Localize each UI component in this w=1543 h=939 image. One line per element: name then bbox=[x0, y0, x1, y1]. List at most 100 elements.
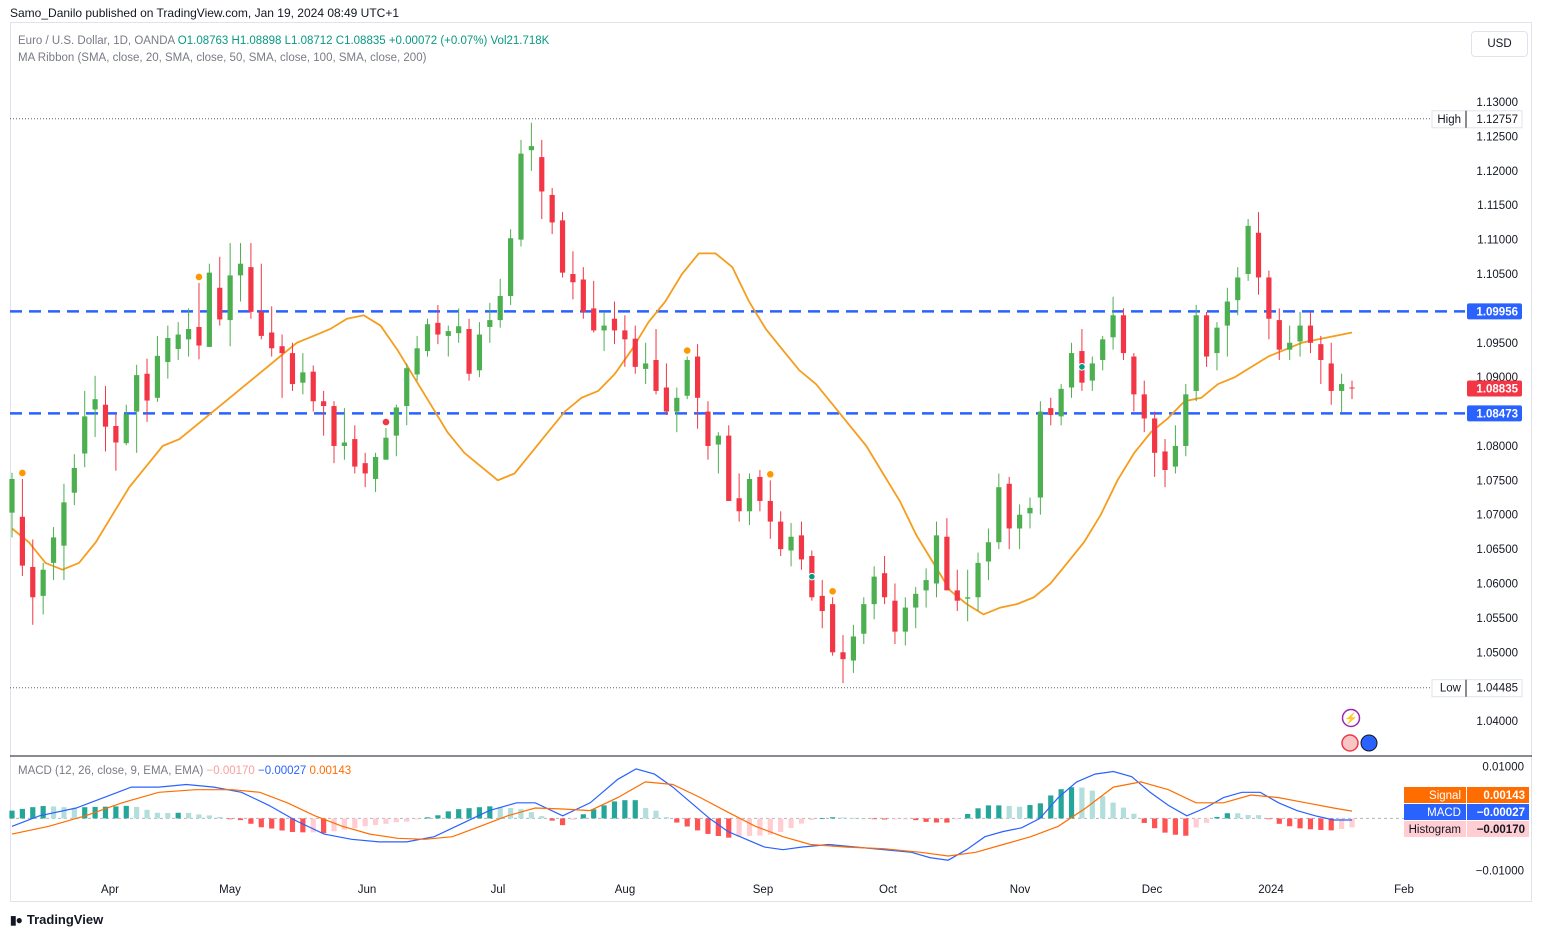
ohlc-high: H1.08898 bbox=[231, 35, 282, 47]
macd-histogram-bar bbox=[1079, 787, 1085, 819]
macd-histogram-bar bbox=[528, 812, 534, 819]
candle-body bbox=[611, 318, 618, 331]
price-tick-label: 1.06500 bbox=[1476, 544, 1518, 556]
candle-body bbox=[850, 636, 856, 661]
level-label-1: 1.08473 bbox=[1476, 408, 1518, 420]
candle-body bbox=[1297, 325, 1303, 342]
macd-row-value-box-1 bbox=[1467, 804, 1529, 820]
macd-histogram-bar bbox=[372, 818, 379, 826]
candle-body bbox=[1172, 445, 1179, 467]
macd-histogram-bar bbox=[985, 805, 992, 819]
signal-marker-dot bbox=[195, 273, 203, 281]
candle-body bbox=[663, 387, 670, 412]
candle-body bbox=[1016, 514, 1023, 529]
footer-brand-text: TradingView bbox=[26, 912, 104, 927]
candle-body bbox=[954, 590, 960, 601]
candle-body bbox=[985, 542, 992, 562]
candle-body bbox=[300, 372, 306, 383]
macd-histogram-bar bbox=[850, 817, 856, 819]
candle-body bbox=[923, 580, 929, 591]
candle-body bbox=[861, 604, 867, 634]
macd-histogram-bar bbox=[1141, 818, 1147, 823]
macd-histogram-bar bbox=[248, 818, 254, 824]
candle-body bbox=[352, 439, 358, 467]
macd-histogram-bar bbox=[1349, 818, 1355, 828]
macd-row-label-box-0 bbox=[1404, 787, 1466, 803]
macd-histogram-bar bbox=[1255, 815, 1262, 819]
macd-histogram-bar bbox=[300, 818, 306, 833]
candle-body bbox=[404, 368, 410, 407]
candle-body bbox=[50, 537, 57, 563]
macd-histogram-bar bbox=[923, 818, 929, 822]
signal-marker-dot bbox=[808, 572, 816, 581]
macd-histogram-bar bbox=[144, 809, 150, 819]
macd-histogram-bar bbox=[154, 812, 161, 819]
candle-body bbox=[892, 600, 898, 632]
candle-body bbox=[1152, 418, 1158, 453]
macd-row-value-box-2 bbox=[1467, 821, 1529, 837]
signal-marker-dot bbox=[382, 418, 390, 426]
macd-histogram-bar bbox=[424, 817, 431, 819]
macd-histogram-bar bbox=[487, 806, 493, 819]
macd-histogram-bar bbox=[383, 818, 389, 824]
macd-row-label-box-2 bbox=[1404, 821, 1466, 837]
macd-histogram-bar bbox=[1297, 818, 1303, 829]
macd-histogram-bar bbox=[1037, 803, 1043, 819]
candle-body bbox=[456, 326, 462, 334]
candle-body bbox=[528, 146, 534, 151]
macd-histogram-bar bbox=[705, 818, 711, 834]
macd-histogram-bar bbox=[341, 818, 348, 830]
currency-button[interactable]: USD bbox=[1471, 31, 1528, 57]
candle-body bbox=[1120, 315, 1127, 354]
macd-histogram-bar bbox=[102, 806, 109, 819]
candle-body bbox=[778, 521, 784, 550]
macd-histogram-bar bbox=[1089, 790, 1095, 819]
x-tick-label: Oct bbox=[879, 884, 898, 896]
macd-histogram-bar bbox=[1214, 816, 1220, 819]
macd-legend[interactable]: MACD (12, 26, close, 9, EMA, EMA) −0.001… bbox=[18, 765, 351, 777]
ma-line bbox=[11, 252, 1353, 616]
macd-histogram-bar bbox=[1016, 806, 1023, 819]
candle-body bbox=[1162, 451, 1168, 471]
candle-body bbox=[559, 220, 566, 273]
candle-body bbox=[487, 320, 493, 327]
symbol-name: Euro / U.S. Dollar, 1D, OANDA bbox=[18, 35, 175, 47]
x-tick-label: Apr bbox=[101, 884, 119, 896]
candle-body bbox=[331, 406, 337, 446]
macd-histogram-bar bbox=[1183, 818, 1189, 836]
candle-body bbox=[933, 535, 940, 584]
chart-frame bbox=[10, 22, 1532, 902]
macd-histogram-bar bbox=[632, 800, 638, 819]
ma-ribbon-legend[interactable]: MA Ribbon (SMA, close, 20, SMA, close, 5… bbox=[18, 52, 427, 64]
macd-histogram-bar bbox=[715, 818, 721, 837]
macd-histogram-bar bbox=[82, 807, 88, 819]
lightning-icon bbox=[1341, 708, 1361, 728]
macd-histogram-bar bbox=[19, 808, 25, 819]
candle-body bbox=[1245, 225, 1251, 275]
macd-histogram-bar bbox=[996, 805, 1002, 819]
high-label-text: High bbox=[1437, 114, 1461, 126]
candle-body bbox=[1183, 394, 1189, 446]
macd-histogram-bar bbox=[518, 809, 524, 819]
macd-row-label-1: MACD bbox=[1427, 807, 1461, 819]
macd-histogram-bar bbox=[40, 806, 46, 819]
ohlc-close: C1.08835 bbox=[335, 35, 386, 47]
macd-histogram-bar bbox=[71, 807, 77, 819]
x-tick-label: May bbox=[219, 884, 241, 896]
macd-row-value-0: 0.00143 bbox=[1483, 790, 1525, 802]
price-tick-label: 1.12000 bbox=[1476, 166, 1518, 178]
candle-body bbox=[840, 652, 846, 660]
macd-histogram-bar bbox=[1339, 818, 1345, 830]
candle-body bbox=[19, 516, 25, 566]
volume-value: Vol21.718K bbox=[490, 35, 550, 47]
macd-histogram-bar bbox=[975, 808, 981, 819]
price-tick-label: 1.08000 bbox=[1476, 441, 1518, 453]
candle-body bbox=[102, 404, 109, 427]
price-tick-label: 1.07500 bbox=[1476, 475, 1518, 487]
macd-histogram-bar bbox=[310, 818, 316, 833]
candle-body bbox=[508, 238, 514, 297]
macd-histogram-bar bbox=[1266, 818, 1272, 820]
macd-histogram-bar bbox=[861, 818, 867, 820]
price-tick-label: 1.12500 bbox=[1476, 131, 1518, 143]
